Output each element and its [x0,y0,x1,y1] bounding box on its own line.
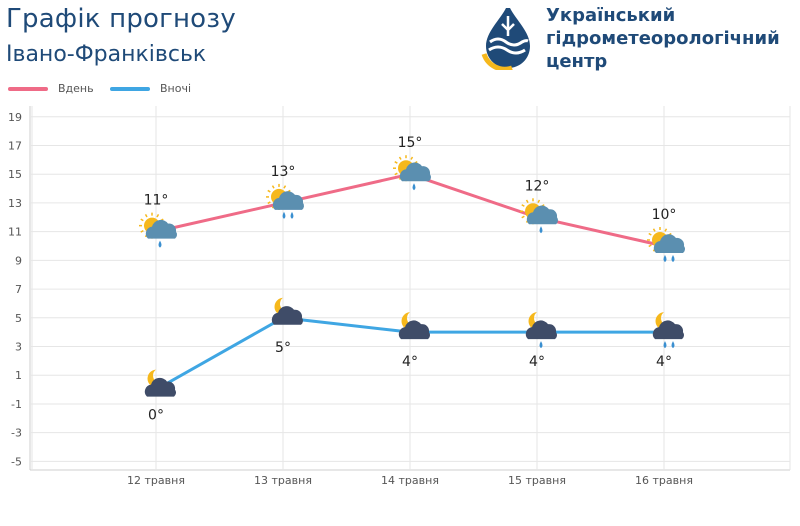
moon-cloud-heavy-rain-icon [652,312,684,349]
y-tick-label: 3 [15,341,22,354]
sun-ray [271,185,275,189]
y-tick-label: 13 [8,197,22,210]
org-line-2: гідрометеорологічний [546,28,780,49]
sun-ray [394,172,398,176]
cloud-shape [144,377,177,397]
moon-cloud-icon [271,297,304,325]
sun-ray [398,156,402,160]
y-tick-label: 7 [15,283,22,296]
sun-ray [537,199,541,203]
data-label: 4° [529,354,545,370]
y-tick-label: -5 [11,455,22,468]
data-label: 0° [148,408,164,424]
sun-ray [156,214,160,218]
raindrop [671,341,675,349]
x-tick-label: 16 травня [635,474,693,487]
y-tick-label: 11 [8,226,22,239]
sun-ray [140,229,144,233]
sun-ray [410,156,414,160]
x-tick-label: 12 травня [127,474,185,487]
org-line-3: центр [546,51,608,72]
sun-ray [521,204,525,207]
sun-cloud-rain-icon [393,155,431,191]
sun-ray [140,218,144,222]
x-tick-label: 15 травня [508,474,566,487]
raindrop [539,341,543,349]
legend-swatch-day [8,87,48,91]
y-tick-label: 9 [15,254,22,267]
y-tick-label: 1 [15,369,22,382]
sun-ray [521,215,525,219]
data-label: 13° [271,164,296,180]
raindrop [282,211,286,219]
cloud-shape [399,162,431,182]
cloud-shape [525,320,558,340]
cloud-shape [271,306,304,325]
cloud-shape [272,191,304,210]
data-label: 5° [275,340,291,356]
y-tick-label: -3 [11,427,22,440]
raindrop [539,226,543,234]
moon-cloud-rain-icon [525,312,558,349]
sun-ray [648,244,652,248]
raindrop [290,211,294,219]
data-label: 12° [525,178,550,194]
org-line-1: Український [546,5,676,26]
y-tick-label: 5 [15,312,22,325]
moon-cloud-icon [144,369,177,397]
page-title: Графік прогнозу [6,4,236,34]
data-label: 15° [398,135,423,151]
sun-cloud-heavy-rain-icon [647,227,686,262]
data-label: 4° [402,354,418,370]
cloud-shape [145,219,177,239]
y-tick-label: 15 [8,168,22,181]
raindrop [412,183,416,191]
cloud-shape [398,320,430,340]
data-label: 10° [652,207,677,223]
data-label: 11° [144,193,169,209]
city-name: Івано-Франківськ [6,42,207,67]
sun-ray [394,161,398,164]
legend-label-day: Вдень [58,82,94,95]
sun-ray [525,199,529,203]
sun-cloud-rain-icon [520,198,558,234]
raindrop [663,255,667,262]
cloud-shape [653,234,686,253]
x-tick-label: 13 травня [254,474,312,487]
moon-cloud-icon [398,312,430,340]
y-tick-label: 17 [8,139,22,152]
y-tick-label: -1 [11,398,22,411]
sun-cloud-rain-icon [139,212,177,248]
sun-ray [267,189,271,193]
sun-ray [283,185,287,189]
cloud-shape [526,205,558,225]
x-tick-label: 14 травня [381,474,439,487]
sun-cloud-heavy-rain-icon [266,183,304,219]
sun-ray [664,228,668,232]
y-tick-label: 19 [8,111,22,124]
sun-ray [144,214,148,218]
data-label: 4° [656,354,672,370]
raindrop [671,255,675,262]
ugmc-logo-icon [481,8,530,70]
sun-ray [267,201,271,205]
sun-ray [648,232,652,236]
legend-label-night: Вночі [160,82,192,95]
organization-name: Український гідрометеорологічний центр [546,4,780,73]
sun-ray [652,228,656,232]
raindrop [158,240,162,248]
raindrop [663,341,667,349]
grid: 19 17 15 13 11 9 7 5 3 1 -1 -3 -5 12 травня 13 травня 1… [8,106,791,487]
legend-swatch-night [110,87,150,91]
cloud-shape [652,320,684,340]
